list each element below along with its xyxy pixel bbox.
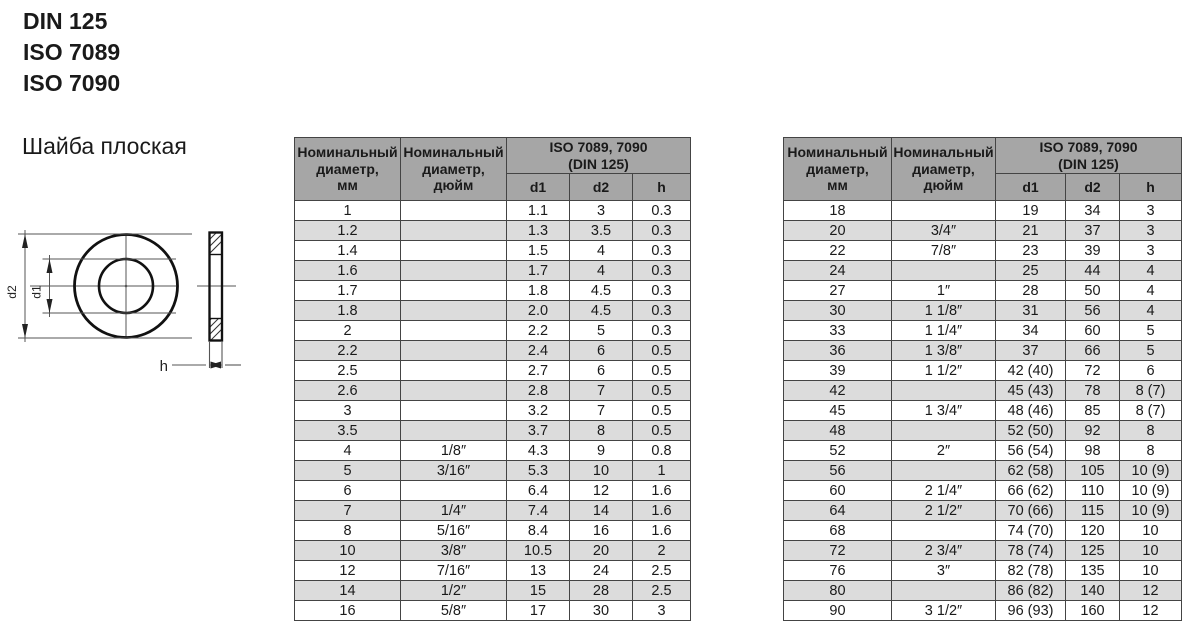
svg-text:h: h — [160, 358, 168, 375]
svg-text:d2: d2 — [5, 285, 19, 299]
svg-text:d1: d1 — [30, 285, 44, 299]
